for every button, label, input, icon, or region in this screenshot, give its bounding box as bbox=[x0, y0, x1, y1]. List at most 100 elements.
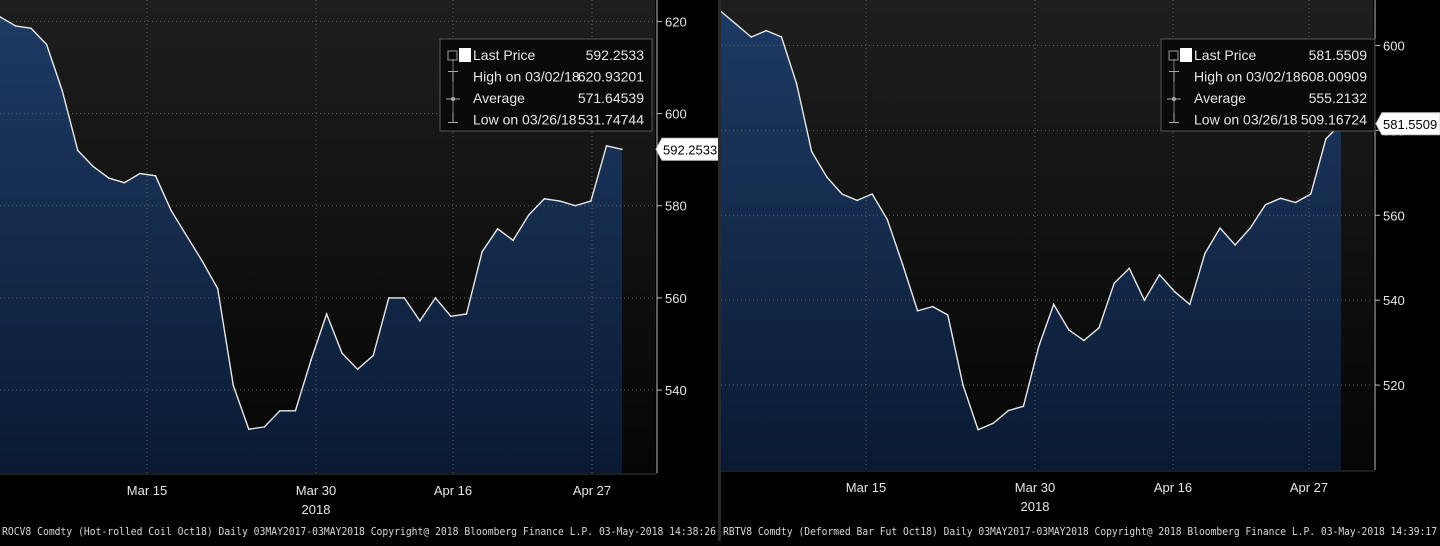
price-point bbox=[14, 25, 17, 27]
price-point bbox=[279, 410, 281, 412]
footer-text: RBTV8 Comdty (Deformed Bar Fut Oct18) Da… bbox=[723, 525, 1437, 538]
legend: Last Price 592.2533 High on 03/02/18620.93… bbox=[439, 38, 653, 132]
price-point bbox=[765, 29, 768, 32]
price-point bbox=[1158, 273, 1161, 276]
price-point bbox=[1052, 303, 1055, 306]
price-point bbox=[1128, 267, 1131, 270]
legend-collapse-icon bbox=[1168, 50, 1179, 61]
price-point bbox=[248, 428, 250, 431]
price-point bbox=[1294, 201, 1297, 204]
price-point bbox=[45, 43, 48, 46]
price-line bbox=[720, 10, 1342, 431]
price-point bbox=[185, 234, 188, 237]
price-point bbox=[1098, 327, 1100, 329]
y-tick-label: 560 bbox=[1383, 208, 1405, 223]
legend-value: 531.74744 bbox=[578, 112, 644, 128]
y-tick-label: 520 bbox=[1383, 378, 1405, 393]
price-point bbox=[795, 82, 798, 85]
price-point bbox=[154, 175, 157, 177]
price-point bbox=[826, 176, 828, 178]
price-point bbox=[1143, 299, 1146, 302]
y-tick-label: 540 bbox=[1383, 293, 1405, 308]
legend-label: High on 03/02/18 bbox=[473, 69, 580, 85]
legend-label: Low on 03/26/18 bbox=[1194, 112, 1298, 128]
legend-collapse-icon bbox=[447, 50, 458, 61]
y-tick-label: 600 bbox=[665, 107, 687, 122]
low-marker-icon bbox=[1169, 112, 1179, 123]
x-tick-label: Mar 30 bbox=[1015, 480, 1055, 495]
price-point bbox=[931, 305, 934, 308]
legend-label: Last Price bbox=[1194, 47, 1256, 63]
legend-value: 571.64539 bbox=[578, 90, 644, 106]
high-marker-icon bbox=[448, 71, 458, 82]
y-tick-label: 540 bbox=[665, 383, 687, 398]
price-point bbox=[372, 354, 375, 357]
price-point bbox=[1249, 227, 1252, 229]
price-point bbox=[720, 10, 722, 13]
price-point bbox=[605, 145, 608, 147]
price-point bbox=[1037, 346, 1040, 348]
price-point bbox=[294, 410, 297, 412]
y-tick-label: 560 bbox=[665, 291, 687, 306]
x-tick-label: Apr 27 bbox=[1290, 480, 1328, 495]
legend-label: Average bbox=[1194, 90, 1246, 106]
price-point bbox=[341, 352, 343, 355]
price-point bbox=[61, 89, 63, 92]
price-point bbox=[1204, 252, 1206, 255]
x-tick-label: Apr 16 bbox=[434, 483, 472, 498]
price-point bbox=[232, 384, 235, 387]
price-point bbox=[1083, 339, 1085, 342]
y-tick-label: 580 bbox=[665, 199, 687, 214]
legend-value: 509.16724 bbox=[1301, 112, 1367, 128]
y-tick-label: 600 bbox=[1383, 38, 1405, 53]
price-point bbox=[886, 218, 889, 221]
x-year-label: 2018 bbox=[1021, 499, 1050, 514]
price-point bbox=[434, 297, 437, 299]
price-point bbox=[170, 209, 172, 212]
price-point bbox=[1325, 138, 1327, 140]
price-point bbox=[139, 172, 141, 175]
price-point bbox=[30, 27, 32, 30]
chart-panel-left: 540 560 580 600 620 Mar 15 Mar 30 Apr 16 Apr 27 2… bbox=[0, 0, 721, 541]
price-point bbox=[465, 313, 468, 315]
price-point bbox=[263, 426, 266, 428]
price-point bbox=[0, 16, 1, 18]
x-tick-label: Apr 27 bbox=[573, 483, 611, 498]
price-point bbox=[871, 193, 873, 195]
price-point bbox=[590, 200, 592, 202]
price-point bbox=[1264, 203, 1267, 206]
price-area-fill bbox=[0, 16, 622, 474]
chart-svg-left: 540 560 580 600 620 Mar 15 Mar 30 Apr 16 Apr 27 2… bbox=[0, 0, 721, 538]
legend-value: 555.2132 bbox=[1309, 90, 1368, 106]
price-point bbox=[123, 181, 126, 184]
legend-swatch bbox=[459, 48, 471, 62]
price-point bbox=[810, 150, 813, 153]
high-marker-icon bbox=[1169, 71, 1179, 82]
x-tick-label: Mar 15 bbox=[127, 483, 167, 498]
last-price-tag: 581.5509 bbox=[1375, 112, 1440, 136]
y-tick-label: 620 bbox=[665, 14, 687, 29]
price-point bbox=[388, 297, 390, 299]
price-point bbox=[1219, 227, 1221, 229]
price-point bbox=[1279, 197, 1282, 200]
last-price-tag-text: 581.5509 bbox=[1383, 117, 1437, 132]
legend-label: Low on 03/26/18 bbox=[473, 112, 577, 128]
last-price-tag: 592.2533 bbox=[655, 137, 721, 161]
panel-divider bbox=[718, 0, 721, 541]
x-tick-label: Mar 30 bbox=[296, 483, 336, 498]
price-point bbox=[574, 204, 577, 207]
price-point bbox=[92, 165, 95, 168]
price-point bbox=[1173, 290, 1176, 293]
price-point bbox=[735, 23, 737, 26]
price-point bbox=[962, 384, 964, 386]
legend-value: 581.5509 bbox=[1309, 47, 1368, 63]
price-point bbox=[992, 422, 994, 425]
price-point bbox=[750, 36, 752, 38]
price-point bbox=[947, 314, 949, 316]
price-point bbox=[216, 287, 219, 290]
legend: Last Price 581.5509 High on 03/02/18 608.00… bbox=[1160, 38, 1376, 132]
legend-box bbox=[1160, 38, 1376, 132]
legend-label: Average bbox=[473, 90, 525, 106]
